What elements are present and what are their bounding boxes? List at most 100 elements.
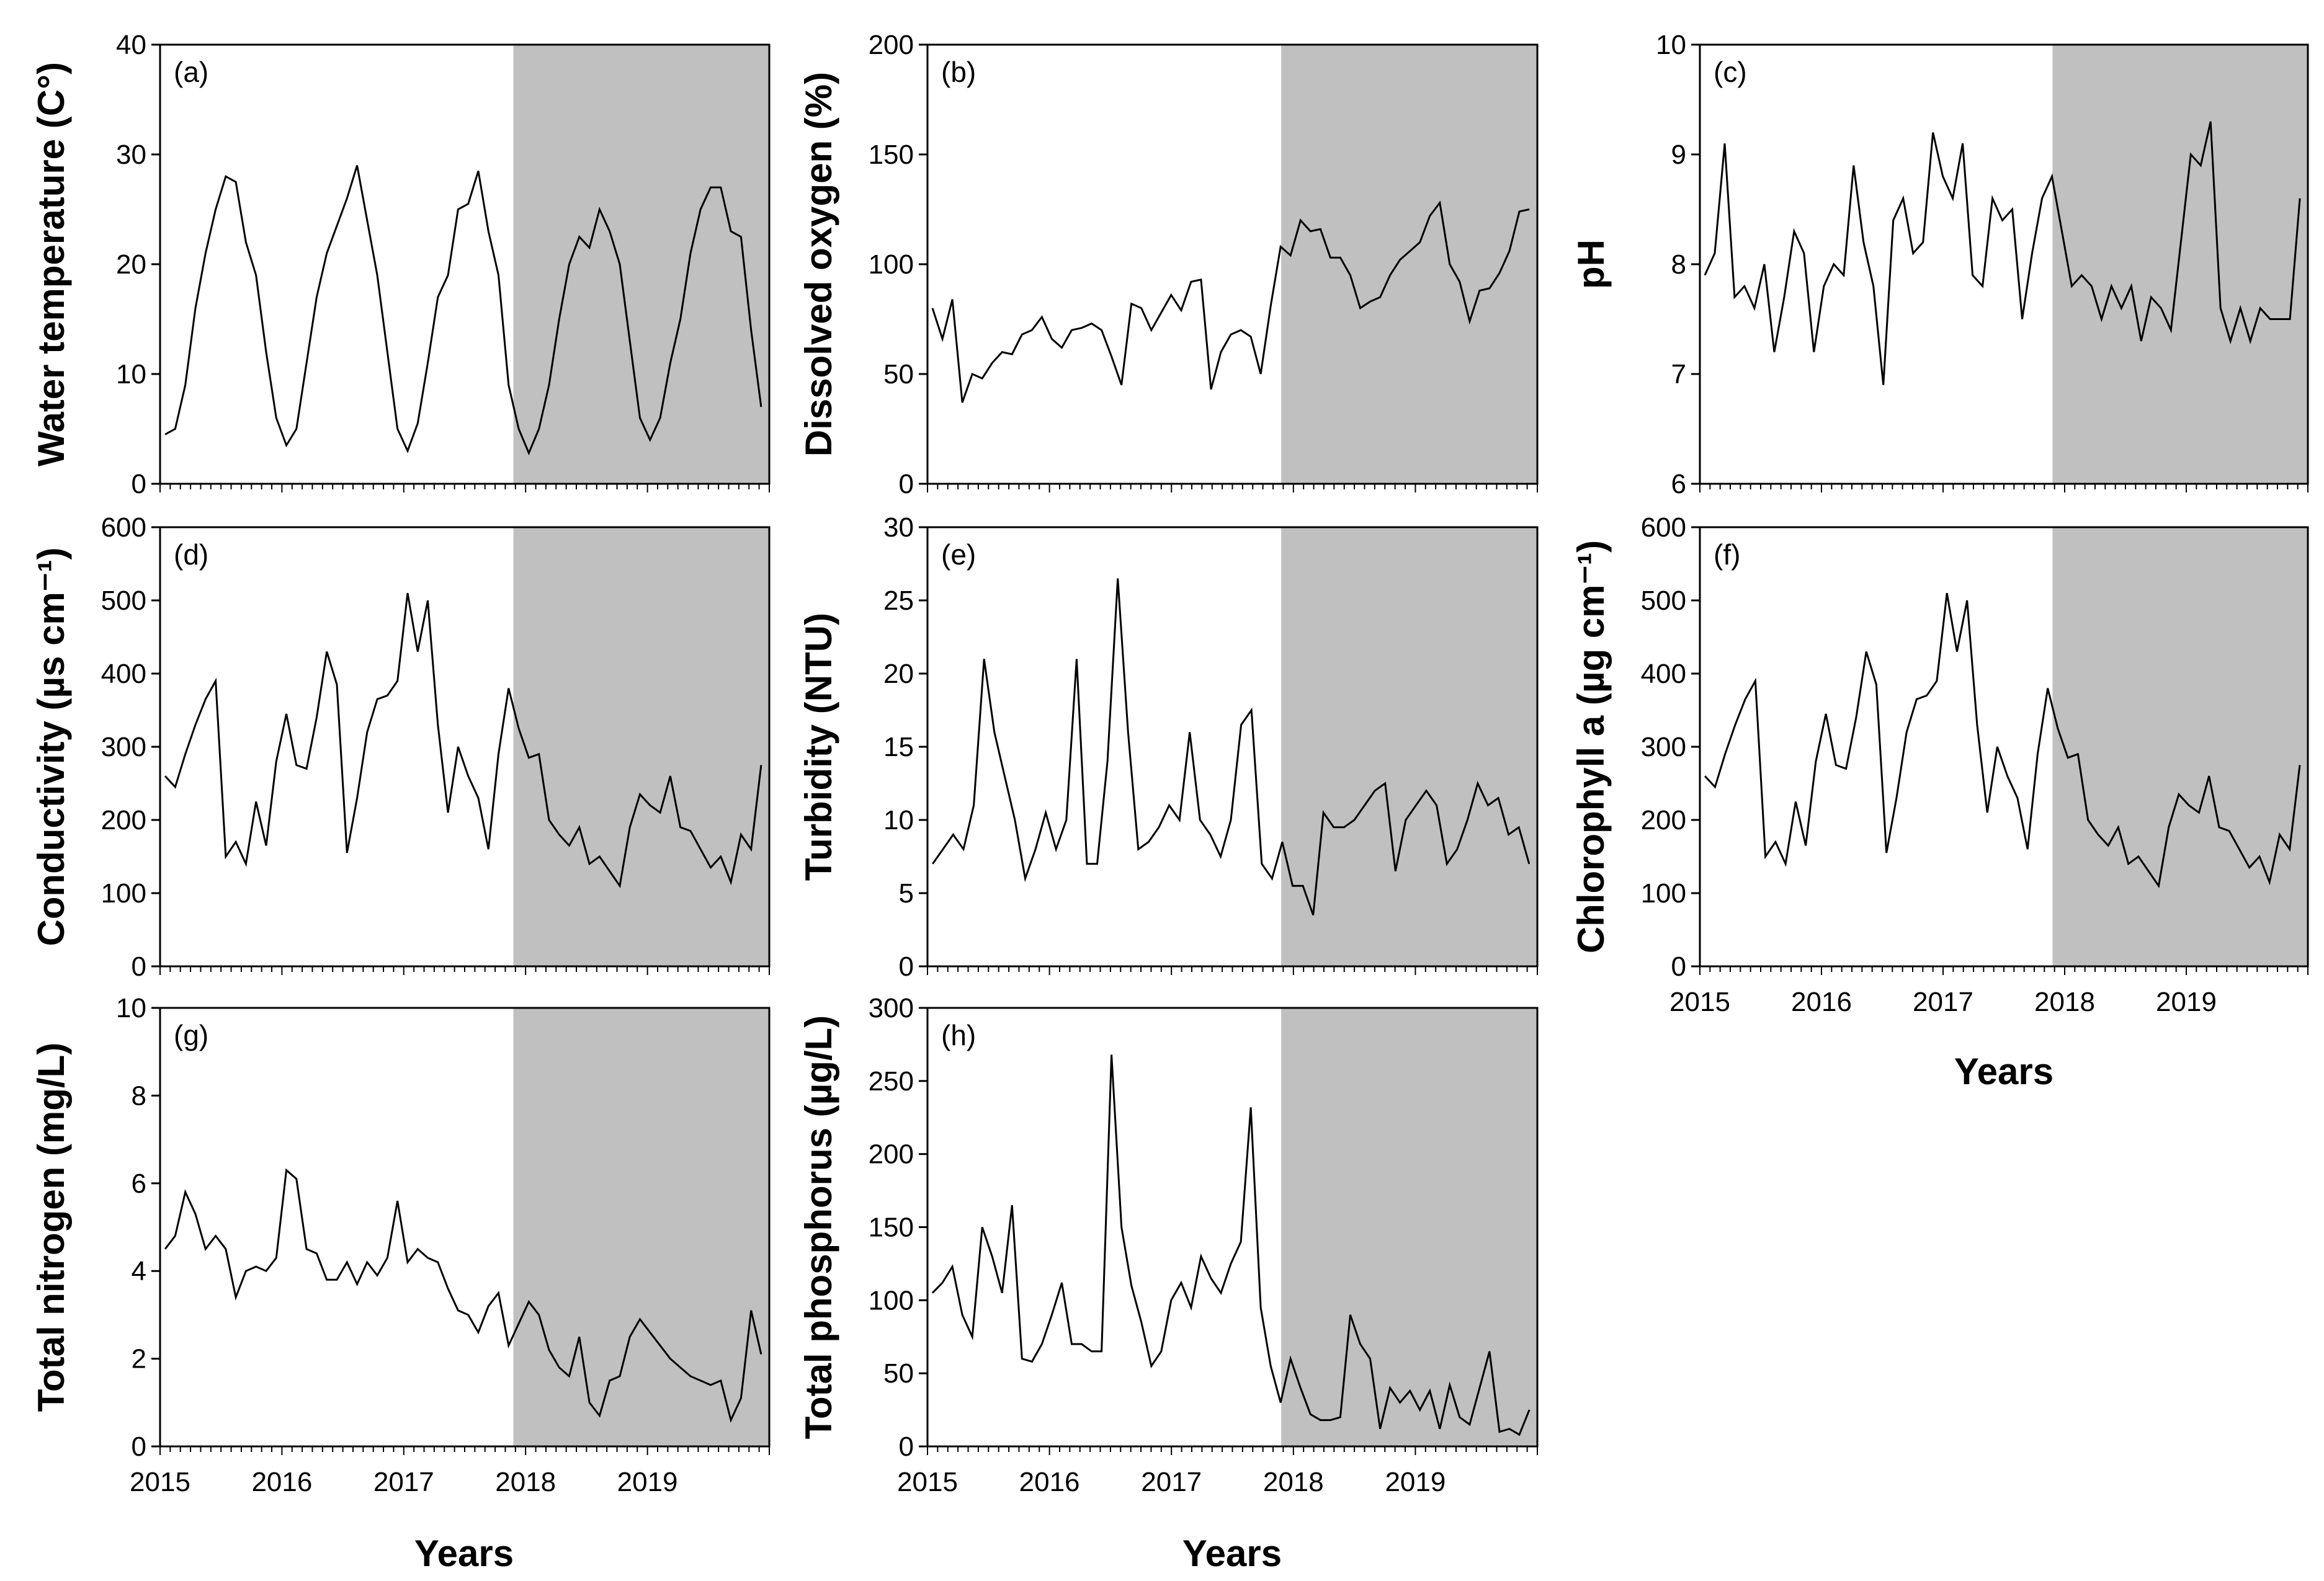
y-tick-label-b-3: 150 [869, 140, 914, 170]
y-tick-label-f-0: 0 [1671, 951, 1686, 982]
x-tick-label-f-2: 2017 [1913, 987, 1973, 1017]
panel-e: 0 5 10 15 20 25 30 (e) Turbidity (NTU) [798, 512, 1539, 982]
series-line-b [931, 200, 1530, 403]
y-tick-label-c-1: 7 [1671, 359, 1686, 390]
y-tick-label-b-2: 100 [869, 249, 914, 280]
y-tick-label-h-2: 100 [869, 1285, 914, 1316]
panel-label-b: (b) [941, 56, 976, 88]
x-tick-label-h-3: 2018 [1263, 1467, 1324, 1497]
y-tick-label-a-4: 40 [116, 30, 146, 60]
y-tick-label-d-4: 400 [101, 659, 146, 689]
shaded-period-b [1281, 45, 1537, 484]
panel-c: 6 7 8 9 10 (c) pH [1570, 30, 2309, 499]
y-tick-label-d-0: 0 [132, 951, 146, 982]
series-line-a [164, 165, 762, 456]
panel-label-f: (f) [1714, 538, 1740, 571]
y-tick-label-h-6: 300 [869, 993, 914, 1023]
y-tick-label-f-1: 100 [1641, 878, 1686, 909]
x-tick-label-g-0: 2015 [130, 1467, 190, 1497]
y-tick-label-d-6: 600 [101, 512, 146, 543]
y-axis-title-f: Chlorophyll a (µg cm⁻¹) [1570, 540, 1612, 953]
series-line-d [164, 592, 762, 889]
y-tick-label-b-4: 200 [869, 30, 914, 60]
y-tick-label-a-2: 20 [116, 249, 146, 280]
y-tick-label-g-1: 2 [132, 1344, 146, 1374]
x-tick-label-g-3: 2018 [495, 1467, 556, 1497]
y-tick-label-e-2: 10 [883, 805, 914, 835]
shaded-period-h [1281, 1008, 1537, 1446]
y-tick-label-h-0: 0 [899, 1432, 914, 1462]
y-tick-label-f-6: 600 [1641, 512, 1686, 543]
y-tick-label-d-5: 500 [101, 586, 146, 616]
y-axis-title-c: pH [1570, 239, 1612, 289]
panel-label-g: (g) [174, 1019, 208, 1051]
years-title-right: Years [1954, 1051, 2054, 1092]
y-tick-label-d-1: 100 [101, 878, 146, 909]
y-tick-label-g-5: 10 [116, 993, 146, 1023]
y-tick-label-f-5: 500 [1641, 586, 1686, 616]
x-tick-label-h-0: 2015 [897, 1467, 958, 1497]
y-tick-label-d-3: 300 [101, 732, 146, 762]
y-tick-label-g-2: 4 [132, 1256, 146, 1286]
y-tick-label-c-3: 9 [1671, 140, 1686, 170]
x-tick-label-f-0: 2015 [1669, 987, 1730, 1017]
shaded-period-f [2052, 527, 2308, 966]
panel-a: 0 10 20 30 40 (a) Water temperature (C°) [30, 30, 771, 499]
y-tick-label-e-4: 20 [883, 659, 914, 689]
x-tick-label-h-4: 2019 [1385, 1467, 1446, 1497]
panel-f: 0 100 200 300 400 500 600 2015 2016 2017 2018 2019 (… [1570, 512, 2309, 1017]
y-tick-label-b-0: 0 [899, 469, 914, 499]
x-tick-label-f-4: 2019 [2156, 987, 2217, 1017]
panel-label-h: (h) [941, 1019, 976, 1051]
years-title-middle: Years [1182, 1533, 1282, 1574]
y-tick-label-d-2: 200 [101, 805, 146, 835]
y-axis-title-e: Turbidity (NTU) [798, 613, 839, 881]
y-tick-label-h-5: 250 [869, 1066, 914, 1097]
y-tick-label-h-3: 150 [869, 1213, 914, 1243]
y-tick-label-e-6: 30 [883, 512, 914, 543]
panel-h: 0 50 100 150 200 250 300 2015 2016 2017 2018 2019 (h… [798, 993, 1539, 1497]
y-tick-label-b-1: 50 [883, 359, 914, 390]
x-tick-label-h-1: 2016 [1019, 1467, 1080, 1497]
x-tick-label-h-2: 2017 [1141, 1467, 1202, 1497]
series-line-e [932, 578, 1531, 915]
x-tick-label-f-1: 2016 [1791, 987, 1852, 1017]
series-line-c [1704, 121, 2301, 385]
y-tick-label-e-5: 25 [883, 586, 914, 616]
y-tick-label-h-1: 50 [883, 1358, 914, 1389]
x-tick-label-g-2: 2017 [373, 1467, 434, 1497]
y-tick-label-g-3: 6 [132, 1169, 146, 1199]
y-tick-label-c-4: 10 [1656, 30, 1686, 60]
y-axis-title-h: Total phosphorus (µg/L) [798, 1015, 839, 1439]
shaded-period-a [513, 45, 769, 484]
y-tick-label-e-1: 5 [899, 878, 914, 909]
shaded-period-c [2052, 45, 2308, 484]
panel-label-d: (d) [174, 538, 208, 571]
x-tick-label-g-4: 2019 [617, 1467, 678, 1497]
shaded-period-g [513, 1008, 769, 1446]
y-tick-label-g-0: 0 [132, 1432, 146, 1462]
x-tick-label-g-1: 2016 [251, 1467, 312, 1497]
series-line-g [164, 1168, 762, 1423]
panel-label-e: (e) [941, 538, 976, 571]
y-tick-label-c-0: 6 [1671, 469, 1686, 499]
y-tick-label-g-4: 8 [132, 1080, 146, 1111]
y-axis-title-g: Total nitrogen (mg/L) [30, 1043, 72, 1412]
panel-label-a: (a) [174, 56, 208, 88]
y-tick-label-f-3: 300 [1641, 732, 1686, 762]
y-tick-label-h-4: 200 [869, 1139, 914, 1170]
y-axis-title-d: Conductivity (µs cm⁻¹) [30, 548, 72, 946]
y-tick-label-a-0: 0 [132, 469, 146, 499]
shaded-period-d [513, 527, 769, 966]
y-tick-label-e-3: 15 [883, 732, 914, 762]
y-tick-label-c-2: 8 [1671, 249, 1686, 280]
y-axis-title-b: Dissolved oxygen (%) [798, 72, 839, 456]
x-tick-label-f-3: 2018 [2034, 987, 2095, 1017]
series-line-f [1704, 592, 2301, 889]
shaded-period-e [1281, 527, 1537, 966]
y-tick-label-a-3: 30 [116, 140, 146, 170]
series-line-h [931, 1054, 1531, 1436]
panel-b: 0 50 100 150 200 (b) Dissolved oxygen (%) [798, 30, 1539, 499]
years-title-left: Years [414, 1533, 514, 1574]
